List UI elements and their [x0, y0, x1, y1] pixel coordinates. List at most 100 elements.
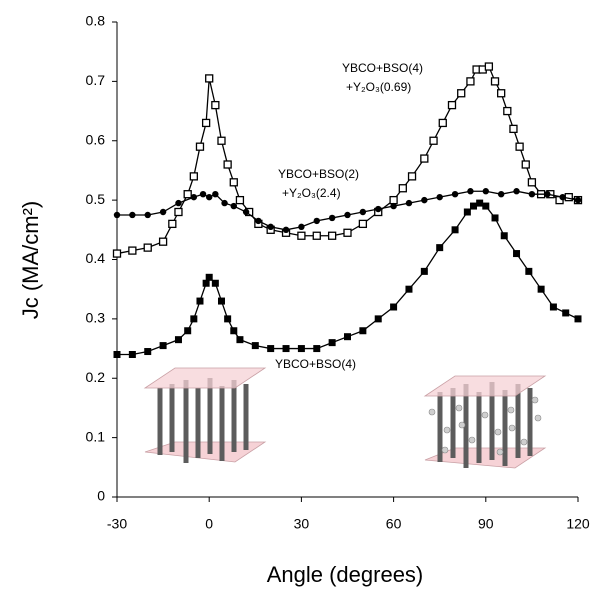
marker [168, 219, 177, 229]
series-label: YBCO+BSO(4) [275, 357, 356, 371]
marker [328, 214, 336, 222]
marker [429, 136, 438, 145]
y-tick-label: 0.3 [86, 310, 106, 326]
y-tick-label: 0.7 [86, 72, 106, 88]
marker [466, 77, 475, 86]
marker [482, 188, 489, 195]
marker [484, 62, 494, 71]
marker [174, 207, 183, 217]
y-tick-label: 0 [97, 488, 105, 504]
marker [447, 100, 457, 110]
y-tick-label: 0.6 [86, 131, 106, 147]
x-axis-label: Angle (degrees) [267, 562, 424, 587]
series-label: YBCO+BSO(4) [342, 61, 423, 75]
marker [358, 219, 368, 229]
y-tick-label: 0.8 [86, 13, 106, 29]
marker [224, 315, 232, 323]
marker [143, 243, 152, 252]
plate [423, 375, 547, 397]
marker [328, 339, 336, 347]
marker [564, 193, 573, 202]
marker [159, 342, 167, 350]
marker [509, 124, 518, 134]
marker [230, 202, 237, 210]
marker [559, 193, 566, 201]
marker [267, 223, 274, 231]
marker [190, 193, 198, 201]
x-tick-label: -30 [107, 516, 127, 532]
marker [205, 74, 214, 83]
marker [343, 228, 352, 237]
marker [407, 172, 417, 181]
marker [491, 214, 499, 222]
marker [513, 188, 520, 195]
marker [212, 190, 219, 198]
y-tick-label: 0.1 [86, 428, 106, 444]
x-tick-label: 0 [205, 516, 213, 532]
marker [128, 351, 136, 358]
marker [199, 190, 207, 198]
marker [503, 106, 512, 116]
marker [436, 244, 444, 252]
marker [574, 315, 582, 323]
marker [297, 345, 305, 353]
marker [195, 142, 205, 151]
marker [112, 249, 122, 258]
marker [359, 208, 367, 216]
marker [205, 273, 213, 281]
marker [282, 345, 290, 353]
marker [344, 211, 351, 219]
marker [189, 172, 198, 181]
marker [159, 208, 167, 216]
marker [313, 345, 321, 353]
marker [436, 193, 443, 201]
marker [537, 285, 545, 293]
marker [298, 223, 305, 231]
marker [374, 315, 382, 323]
marker [438, 118, 447, 128]
marker [463, 208, 471, 216]
marker [515, 142, 524, 151]
marker [344, 333, 351, 341]
marker [405, 285, 413, 293]
marker [158, 237, 168, 246]
marker [174, 336, 182, 344]
series-line [117, 190, 579, 231]
marker [420, 267, 428, 275]
marker [398, 184, 407, 193]
marker [128, 246, 137, 255]
marker [467, 188, 474, 195]
marker [549, 303, 557, 311]
series-label: YBCO+BSO(2) [278, 167, 359, 181]
marker [389, 195, 398, 205]
marker [375, 205, 382, 213]
marker [251, 342, 259, 350]
marker [229, 178, 238, 187]
nanoparticles [428, 396, 542, 456]
marker [451, 226, 459, 234]
marker [497, 190, 505, 198]
marker [113, 351, 121, 358]
marker [184, 327, 192, 335]
marker [482, 202, 490, 210]
marker [183, 190, 192, 199]
marker [206, 193, 213, 201]
marker [211, 279, 219, 287]
y-tick-label: 0.4 [86, 250, 106, 266]
marker [420, 154, 429, 163]
marker [421, 196, 428, 204]
marker [513, 250, 521, 258]
marker [217, 297, 225, 305]
marker [457, 89, 466, 98]
x-tick-label: 30 [294, 516, 310, 532]
y-axis-label: Jc (MA/cm²) [18, 201, 43, 320]
marker [144, 211, 151, 219]
series-label: +Y₂O₃(0.69) [346, 80, 411, 94]
marker [470, 202, 478, 210]
series-label: +Y₂O₃(2.4) [282, 186, 341, 200]
marker [521, 160, 530, 169]
inset-left [143, 367, 267, 463]
marker [528, 190, 536, 198]
inset-right [423, 375, 547, 469]
